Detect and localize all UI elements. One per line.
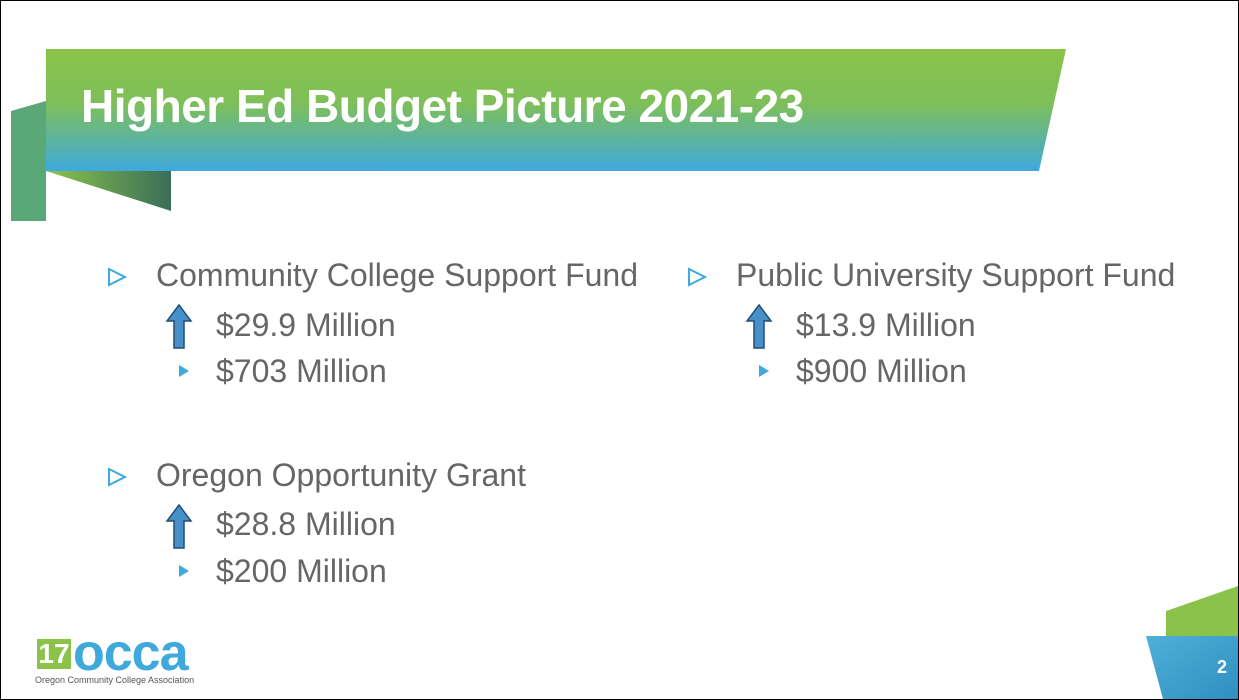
- bullets: [108, 267, 708, 487]
- section-heading: Oregon Opportunity Grant: [156, 457, 526, 493]
- section-heading: Community College Support Fund: [156, 257, 639, 293]
- corner-blue: [1146, 636, 1238, 699]
- title: Higher Ed Budget Picture 2021-23: [81, 80, 804, 132]
- section-total: $900 Million: [796, 353, 967, 389]
- left-triangle: [46, 171, 171, 211]
- section-heading: Public University Support Fund: [736, 257, 1176, 293]
- logo-number: 17: [37, 638, 71, 669]
- section-change: $13.9 Million: [796, 307, 976, 343]
- page-number: 2: [1217, 657, 1228, 677]
- left-strip: [11, 101, 46, 221]
- section-change: $28.8 Million: [216, 506, 396, 542]
- title-banner: [46, 49, 1066, 171]
- section-change: $29.9 Million: [216, 307, 396, 343]
- logo-name: occa: [73, 624, 189, 682]
- up-arrows: [165, 303, 773, 549]
- logo-tagline: Oregon Community College Association: [35, 675, 195, 685]
- section-total: $703 Million: [216, 353, 387, 389]
- sub-bullets: [179, 365, 769, 577]
- section-total: $200 Million: [216, 553, 387, 589]
